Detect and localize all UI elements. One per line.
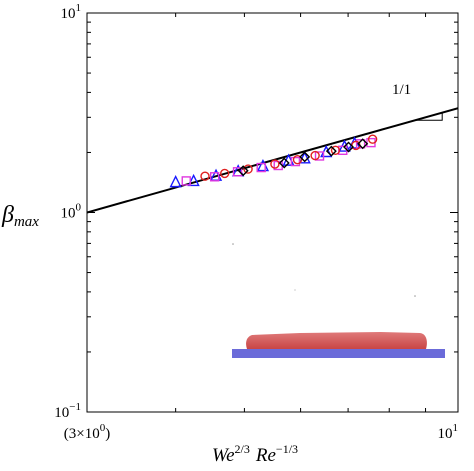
square-marker bbox=[290, 156, 301, 167]
circle-marker bbox=[200, 171, 210, 181]
x-tick-labels: (3×100) 101 bbox=[64, 422, 458, 442]
diamond-marker bbox=[299, 151, 311, 163]
circle-marker bbox=[243, 164, 253, 174]
diamond-marker bbox=[343, 141, 355, 153]
y-tick-label: 101 bbox=[61, 2, 82, 22]
triangle-marker bbox=[169, 175, 182, 188]
axis-ticks bbox=[86, 13, 459, 413]
x-tick-label: (3×100) bbox=[64, 422, 110, 442]
speck bbox=[294, 289, 296, 291]
y-tick-labels: 10−1 100 101 bbox=[54, 2, 81, 421]
x-tick-label: 101 bbox=[438, 422, 459, 442]
speck bbox=[414, 295, 416, 297]
square-marker bbox=[256, 162, 266, 173]
speck bbox=[232, 243, 234, 245]
diamond-marker bbox=[278, 157, 290, 169]
droplet-inset-image bbox=[232, 243, 445, 358]
circle-marker bbox=[367, 134, 378, 144]
data-points bbox=[169, 134, 378, 188]
diamond-marker bbox=[325, 145, 337, 157]
y-tick-label: 100 bbox=[61, 202, 82, 222]
triangle-marker bbox=[187, 173, 200, 187]
square-marker bbox=[209, 172, 220, 182]
triangle-marker bbox=[298, 151, 311, 164]
square-marker bbox=[232, 167, 243, 177]
circle-marker bbox=[330, 145, 341, 156]
slope-triangle-legs bbox=[415, 112, 443, 121]
square-marker bbox=[314, 151, 325, 161]
y-axis-title: βmax bbox=[1, 202, 39, 230]
square-marker bbox=[355, 139, 366, 149]
circle-marker bbox=[292, 154, 303, 165]
droplet-spread-shape bbox=[246, 332, 427, 349]
diamond-marker bbox=[237, 165, 249, 177]
circle-marker bbox=[310, 150, 320, 161]
y-tick-label: 10−1 bbox=[54, 401, 81, 421]
x-axis-title: We2/3 Re−1/3 bbox=[212, 442, 298, 466]
circle-marker bbox=[270, 159, 280, 169]
square-marker bbox=[181, 176, 191, 186]
slope-triangle bbox=[415, 112, 443, 121]
circle-marker bbox=[219, 168, 230, 179]
diamond-marker bbox=[357, 138, 369, 150]
slope-label: 1/1 bbox=[392, 82, 411, 98]
substrate-strip bbox=[232, 349, 445, 358]
